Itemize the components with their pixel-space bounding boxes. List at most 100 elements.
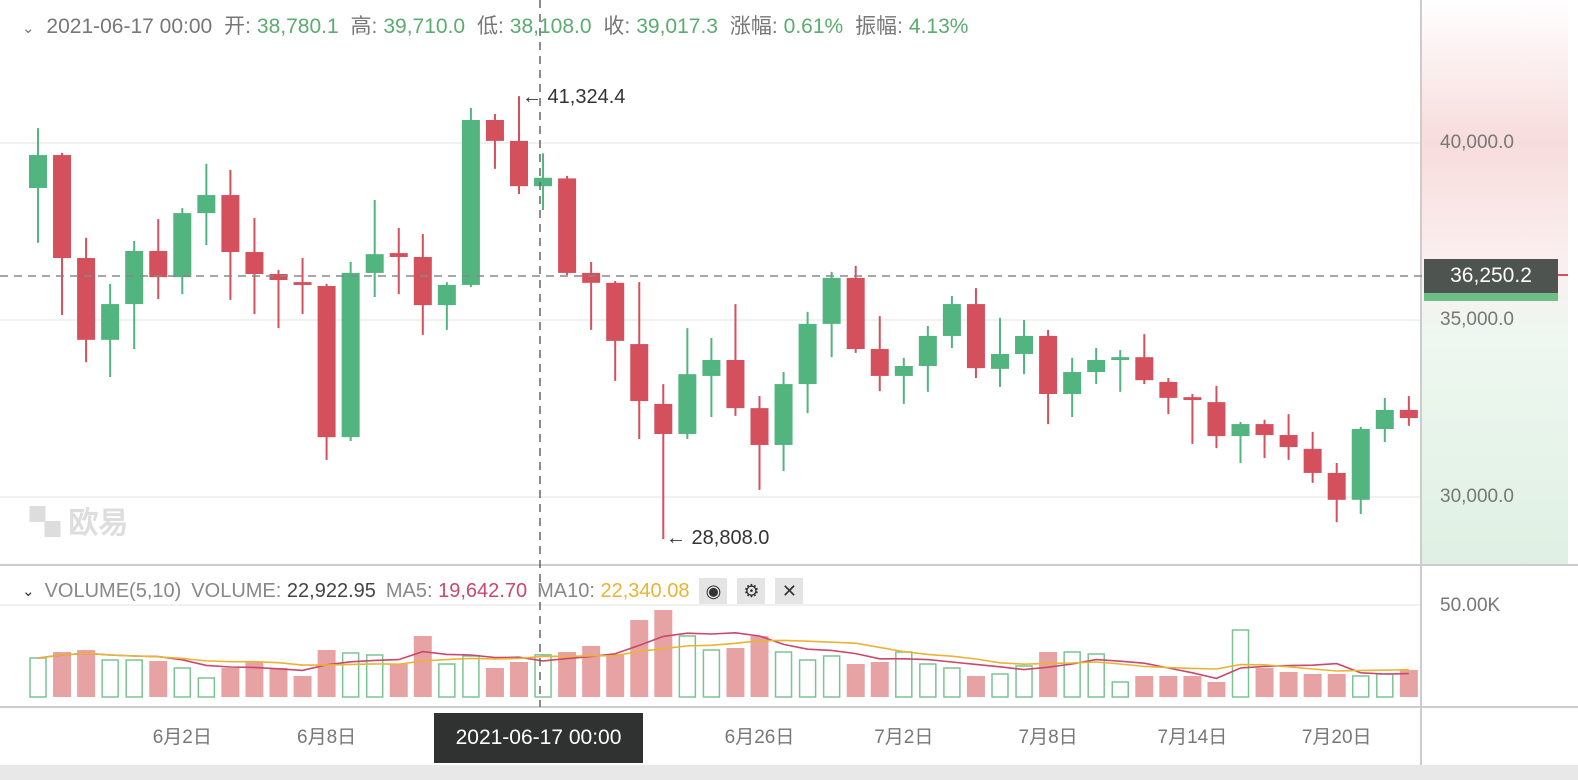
- volume-bar-up: [991, 673, 1009, 698]
- candle-up: [702, 360, 721, 376]
- candle-down: [1303, 448, 1322, 473]
- volume-bar-up: [1352, 675, 1370, 698]
- volume-bar-down: [846, 664, 865, 697]
- gear-icon[interactable]: ⚙: [737, 578, 766, 604]
- volume-tick-label: 50.00K: [1440, 595, 1501, 616]
- high-label: 高:: [350, 15, 378, 38]
- volume-bar-up: [125, 659, 143, 698]
- candle-down: [53, 155, 72, 259]
- candle-up: [894, 366, 913, 376]
- ma10-label: MA10:: [537, 579, 595, 602]
- low-label: 低:: [476, 15, 504, 38]
- ma5-line: [37, 632, 1409, 680]
- candle-down: [221, 195, 240, 253]
- volume-bar-up: [919, 663, 937, 698]
- collapse-chevron-icon[interactable]: ⌄: [22, 20, 35, 37]
- volume-bar-up: [1376, 673, 1394, 698]
- ma10-line: [37, 639, 1409, 672]
- x-tick-label: 6月26日: [724, 727, 795, 748]
- candle-down: [510, 140, 528, 187]
- volume-bar-up: [1111, 681, 1129, 698]
- volume-value: 22,922.95: [286, 579, 376, 602]
- candle-down: [1183, 397, 1202, 400]
- candle-down: [1039, 335, 1058, 394]
- candle-down: [293, 282, 312, 285]
- volume-bar-down: [245, 662, 264, 697]
- candle-up: [125, 250, 144, 305]
- volume-bar-up: [462, 655, 480, 698]
- candle-down: [1159, 381, 1178, 398]
- candle-down: [654, 403, 673, 434]
- candle-down: [389, 253, 408, 257]
- y-tick-label: 30,000.0: [1440, 486, 1514, 507]
- min-price-annotation: ← 28,808.0: [666, 527, 770, 549]
- candle-down: [1399, 409, 1418, 419]
- volume-bar-up: [1087, 653, 1105, 698]
- volume-bar-up: [197, 677, 216, 698]
- current-price-marker: [1424, 293, 1558, 301]
- volume-bar-down: [750, 636, 769, 697]
- volume-bar-up: [365, 654, 384, 698]
- candle-up: [1111, 357, 1130, 360]
- volume-bar-up: [534, 654, 552, 698]
- datetime: 2021-06-17 00:00: [46, 15, 213, 38]
- candle-up: [29, 155, 47, 188]
- volume-bar-down: [1255, 668, 1274, 697]
- okx-watermark-logo: ▚ 欧易: [30, 507, 129, 540]
- candle-down: [149, 250, 168, 278]
- candle-up: [461, 120, 480, 285]
- volume-bar-down: [582, 645, 601, 697]
- volume-bar-down: [77, 650, 96, 697]
- candle-up: [774, 384, 793, 445]
- volume-bar-up: [438, 663, 456, 698]
- candle-up: [173, 213, 192, 278]
- candle-up: [942, 304, 961, 336]
- x-tick-label: 7月20日: [1301, 727, 1372, 748]
- candle-down: [630, 344, 649, 402]
- y-tick-label: 35,000.0: [1440, 309, 1514, 330]
- x-tick-label: 6月2日: [152, 727, 212, 748]
- candle-up: [1063, 372, 1082, 394]
- candle-down: [413, 256, 432, 306]
- candle-down: [726, 360, 745, 409]
- volume-bar-down: [606, 654, 625, 697]
- volume-label: VOLUME:: [191, 579, 282, 602]
- eye-icon[interactable]: ◉: [699, 578, 728, 604]
- volume-bar-up: [702, 649, 721, 698]
- volume-bar-up: [173, 667, 192, 698]
- candle-down: [77, 258, 96, 340]
- volume-bar-up: [774, 651, 793, 698]
- max-price-annotation: ← 41,324.4: [522, 86, 626, 108]
- candle-down: [606, 282, 625, 341]
- volume-bar-down: [1303, 674, 1322, 697]
- volume-bar-up: [1015, 665, 1033, 698]
- collapse-chevron-icon[interactable]: ⌄: [22, 583, 35, 600]
- volume-bar-up: [29, 657, 47, 698]
- candle-down: [966, 304, 985, 369]
- candle-up: [678, 374, 697, 434]
- change-label: 涨幅:: [729, 15, 778, 38]
- candle-down: [558, 178, 577, 273]
- change-value: 0.61%: [783, 15, 844, 38]
- volume-bar-down: [654, 610, 673, 697]
- horizontal-scrollbar[interactable]: [0, 765, 1578, 780]
- candle-up: [534, 177, 553, 187]
- open-value: 38,780.1: [256, 15, 339, 38]
- candle-down: [1207, 402, 1226, 437]
- candle-up: [1015, 335, 1034, 354]
- volume-bar-down: [1207, 682, 1226, 697]
- candle-down: [1279, 435, 1298, 448]
- ma5-value: 19,642.70: [438, 579, 528, 602]
- volume-bar-up: [822, 655, 841, 698]
- candle-up: [1231, 424, 1250, 437]
- close-icon[interactable]: ✕: [775, 578, 804, 604]
- volume-bar-down: [1279, 671, 1298, 697]
- volume-bar-up: [101, 659, 119, 698]
- close-value: 39,017.3: [636, 15, 718, 38]
- candle-up: [798, 323, 817, 385]
- volume-bar-down: [221, 668, 240, 697]
- volume-bar-down: [870, 662, 889, 697]
- volume-bar-down: [269, 668, 288, 697]
- volume-header: ⌄ VOLUME(5,10) VOLUME: 22,922.95 MA5: 19…: [22, 578, 804, 604]
